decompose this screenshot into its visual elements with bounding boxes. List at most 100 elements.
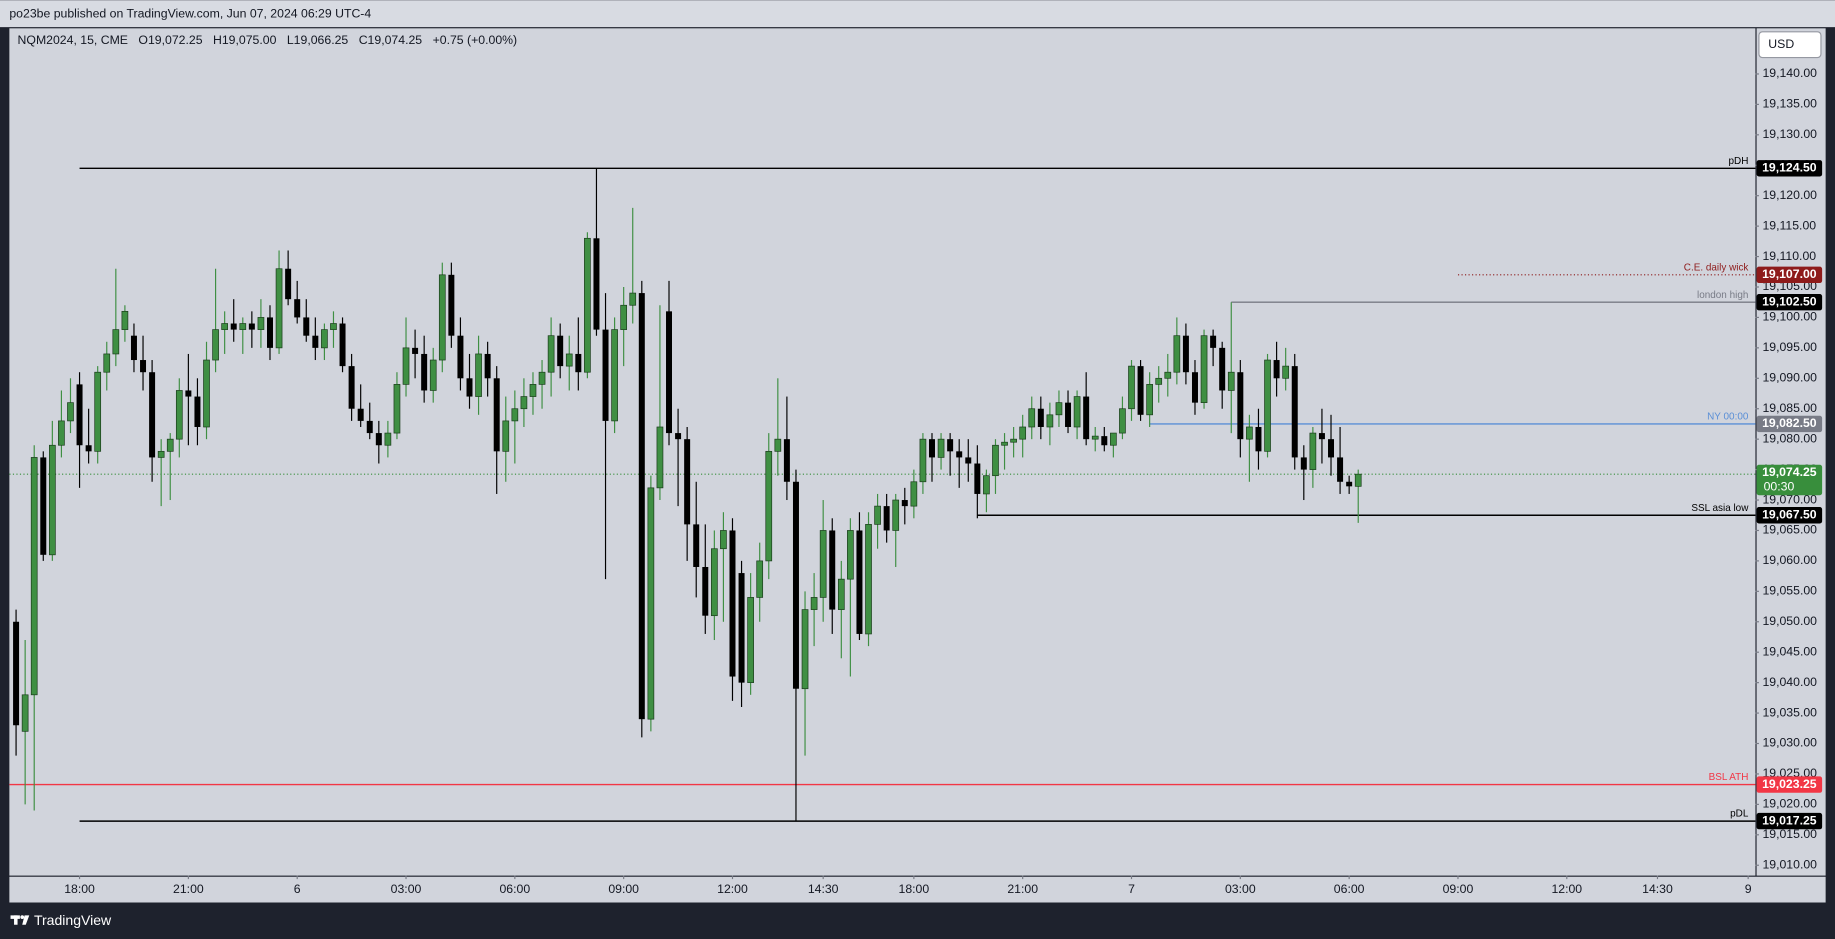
candle-body — [1354, 473, 1362, 487]
y-tick-label: 19,120.00 — [1762, 188, 1817, 202]
candle-body — [21, 694, 29, 732]
candle-body — [1346, 481, 1353, 487]
y-tick-label: 19,130.00 — [1762, 127, 1817, 141]
y-tick-label: 19,080.00 — [1762, 431, 1817, 445]
price-tag-label: 19,124.50 — [1762, 161, 1817, 175]
candle-body — [212, 329, 219, 361]
candle-body — [992, 444, 999, 477]
candle-body — [765, 450, 773, 562]
candle-body — [321, 329, 328, 349]
x-tick-label: 09:00 — [1443, 882, 1474, 896]
candle-body — [330, 323, 337, 330]
candle-body — [448, 274, 455, 336]
price-tag — [1756, 812, 1823, 830]
candle-body — [565, 353, 573, 367]
brand-logo — [10, 915, 30, 925]
x-tick-label: 09:00 — [608, 882, 639, 896]
candle-body — [1110, 432, 1117, 446]
x-tick-label: 06:00 — [499, 882, 530, 896]
x-tick-label: 18:00 — [64, 882, 95, 896]
stat: H19,075.00 — [213, 33, 277, 47]
candle-body — [248, 323, 255, 330]
y-tick-label: 19,050.00 — [1762, 614, 1817, 628]
candle-body — [384, 432, 392, 446]
currency-button[interactable] — [1758, 31, 1822, 59]
candle-body — [729, 530, 736, 677]
candle-body — [502, 420, 510, 452]
price-tag-label: 19,067.50 — [1762, 507, 1817, 521]
candle-body — [575, 353, 582, 373]
candle-body — [1091, 435, 1099, 440]
candle-body — [85, 445, 92, 452]
level-name: pDH — [1729, 156, 1749, 167]
candle-body — [357, 408, 364, 421]
candle-body — [947, 439, 954, 452]
candle-body — [837, 578, 845, 610]
candle-body — [285, 268, 292, 300]
y-tick-label: 19,010.00 — [1762, 857, 1817, 871]
symbol: NQM2024, 15, CME — [18, 33, 128, 47]
level-name: london high — [1697, 290, 1748, 301]
candle-body — [1119, 408, 1126, 434]
y-tick-label: 19,100.00 — [1762, 310, 1817, 324]
y-tick-label: 19,085.00 — [1762, 401, 1817, 415]
candle-body — [611, 329, 618, 422]
currency[interactable]: USD — [1768, 37, 1794, 51]
stat: L19,066.25 — [287, 33, 349, 47]
candle-body — [883, 506, 890, 531]
x-tick-label: 9 — [1745, 882, 1752, 896]
candle-body — [194, 396, 201, 427]
candle-body — [1246, 426, 1253, 440]
candle-body — [529, 384, 537, 397]
candle-body — [484, 353, 491, 379]
stat: C19,074.25 — [359, 33, 423, 47]
candle-body — [1291, 366, 1298, 458]
candle-body — [1173, 335, 1181, 373]
candle-body — [747, 597, 754, 683]
x-tick-label: 7 — [1128, 882, 1135, 896]
candle-body — [457, 335, 464, 379]
candle-body — [1337, 457, 1344, 482]
candle-body — [294, 299, 301, 318]
y-tick-label: 19,115.00 — [1762, 218, 1816, 232]
candle-body — [557, 335, 564, 367]
price-tag — [1756, 160, 1823, 177]
legend: NQM2024, 15, CME O19,072.25 H19,075.00 L… — [18, 33, 518, 47]
level-name: NY 00:00 — [1707, 412, 1749, 423]
candle-body — [475, 353, 482, 397]
candle-body — [956, 451, 963, 458]
candle-body — [339, 323, 346, 367]
y-tick-label: 19,040.00 — [1762, 675, 1817, 689]
x-tick-label: 12:00 — [717, 882, 748, 896]
candle-body — [1309, 432, 1317, 470]
candle-body — [620, 304, 628, 330]
candle-body — [366, 420, 373, 434]
y-tick-label: 19,095.00 — [1762, 340, 1817, 354]
candle-body — [157, 450, 165, 458]
candle-body — [185, 390, 192, 397]
candle-body — [30, 457, 38, 696]
candle-body — [1083, 396, 1090, 440]
y-tick-label: 19,015.00 — [1762, 827, 1817, 841]
candle-body — [638, 293, 645, 720]
candle-body — [819, 530, 827, 598]
candle-body — [275, 268, 283, 349]
candle-body — [257, 317, 265, 330]
candle-body — [266, 317, 273, 348]
plot-layer: 19,010.0019,015.0019,020.0019,025.0019,0… — [9, 66, 1823, 896]
candle-body — [1237, 372, 1244, 440]
y-tick-label: 19,070.00 — [1762, 492, 1817, 506]
candle-body — [1146, 384, 1153, 416]
countdown: 00:30 — [1764, 479, 1795, 493]
candle-body — [1001, 441, 1008, 446]
candle-body — [348, 366, 355, 409]
candle-body — [702, 566, 709, 616]
candle-body — [937, 438, 945, 458]
candle-body — [1128, 365, 1135, 410]
candle-body — [76, 384, 83, 446]
candle-body — [493, 378, 500, 452]
price-tag-label: 19,107.00 — [1762, 267, 1817, 281]
candle-body — [756, 560, 764, 598]
candle-body — [1055, 402, 1063, 416]
candle-body — [1182, 335, 1189, 373]
